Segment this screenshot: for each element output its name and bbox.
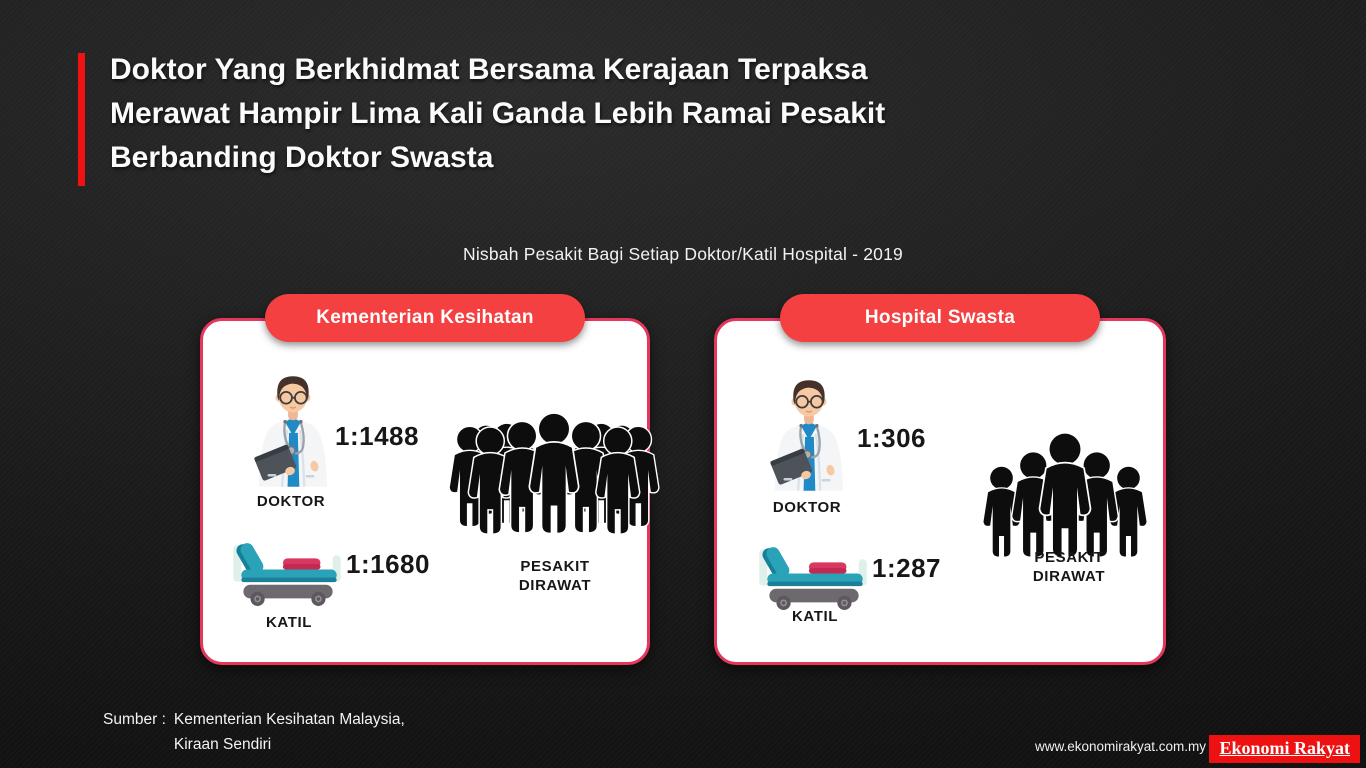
bed-label: KATIL: [791, 608, 839, 625]
chart-subtitle: Nisbah Pesakit Bagi Setiap Doktor/Katil …: [463, 244, 903, 264]
source-line-2: Kiraan Sendiri: [173, 736, 272, 753]
patients-crowd-icon: [982, 431, 1148, 558]
brand-logo-text: Ekonomi Rakyat: [1219, 738, 1350, 758]
patients-label-line-1: PESAKIT: [520, 558, 590, 575]
doctor-ratio-value: 1:1488: [335, 421, 419, 451]
source-note: Sumber : Kementerian Kesihatan Malaysia,…: [103, 707, 405, 757]
patients-label-line-1: PESAKIT: [1034, 549, 1104, 566]
bed-icon: [758, 543, 868, 610]
bed-ratio-value: 1:1680: [346, 549, 430, 579]
source-prefix: Sumber :: [103, 711, 166, 728]
card-kementerian-kesihatan: Kementerian Kesihatan 1:1488 DOKTOR 1:16…: [200, 294, 660, 665]
page-title-line-1: Doktor Yang Berkhidmat Bersama Kerajaan …: [110, 53, 868, 86]
page-title: Doktor Yang Berkhidmat Bersama Kerajaan …: [110, 48, 1090, 180]
doctor-icon: [252, 375, 329, 488]
doctor-icon: [768, 379, 845, 492]
card-header-pill-swasta: Hospital Swasta: [780, 294, 1100, 342]
patients-label-line-2: DIRAWAT: [518, 577, 592, 594]
patients-label: PESAKIT DIRAWAT: [485, 557, 625, 595]
doctor-label: DOKTOR: [256, 493, 326, 510]
title-accent-bar: [78, 53, 85, 186]
brand-logo: Ekonomi Rakyat: [1209, 735, 1360, 763]
page-title-line-3: Berbanding Doktor Swasta: [110, 141, 494, 174]
card-hospital-swasta: Hospital Swasta 1:306 DOKTOR 1:287 KATIL…: [714, 294, 1166, 665]
patients-label-line-2: DIRAWAT: [1032, 568, 1106, 585]
patients-label: PESAKIT DIRAWAT: [999, 548, 1139, 586]
doctor-label: DOKTOR: [772, 499, 842, 516]
page-title-line-2: Merawat Hampir Lima Kali Ganda Lebih Ram…: [110, 97, 886, 130]
card-header-pill-kementerian: Kementerian Kesihatan: [265, 294, 585, 342]
patients-crowd-icon: [448, 412, 660, 535]
source-line-1: Kementerian Kesihatan Malaysia,: [173, 711, 405, 728]
source-lines: Kementerian Kesihatan Malaysia, Kiraan S…: [174, 707, 405, 757]
bed-icon: [232, 539, 342, 606]
doctor-ratio-value: 1:306: [857, 423, 926, 453]
bed-label: KATIL: [265, 614, 313, 631]
website-url: www.ekonomirakyat.com.my: [1034, 739, 1206, 754]
bed-ratio-value: 1:287: [872, 553, 941, 583]
